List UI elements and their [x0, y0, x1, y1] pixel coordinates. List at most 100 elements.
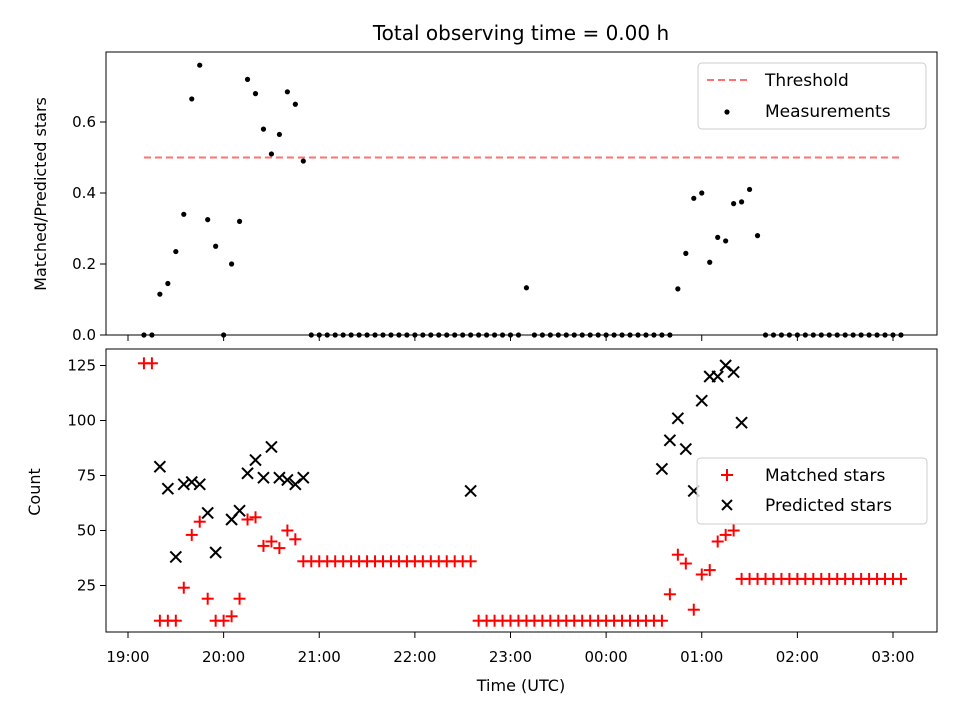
matched-star-point: [177, 581, 190, 594]
measurement-point: [731, 201, 737, 207]
predicted-star-point: [695, 394, 708, 407]
bottom-xtick-label: 02:00: [776, 648, 819, 666]
measurement-point: [165, 280, 171, 287]
legend-measurements-label: Measurements: [765, 102, 891, 122]
matched-star-point: [281, 524, 294, 537]
matched-star-point: [655, 614, 668, 627]
measurement-point: [173, 248, 179, 255]
matched-star-point: [894, 572, 907, 585]
measurement-point: [707, 259, 713, 265]
top-panel-frame: [105, 51, 938, 336]
measurement-point: [723, 238, 729, 244]
predicted-star-point: [233, 504, 246, 517]
bottom-ytick-label: 25: [77, 577, 96, 595]
matched-star-point: [703, 564, 716, 577]
matched-star-point: [257, 539, 270, 552]
legend-predicted-label: Predicted stars: [765, 496, 892, 516]
predicted-star-point: [655, 462, 669, 476]
legend-measurements-swatch: [724, 109, 730, 115]
bottom-panel: 25 50 75 100 125 19:00 20:00 21:00 22:00 23:00 00…: [25, 348, 938, 695]
bottom-xtick-label: 20:00: [202, 648, 245, 666]
measurement-point: [683, 250, 689, 256]
measurement-point: [523, 285, 530, 291]
matched-star-point: [695, 568, 708, 581]
matched-star-point: [201, 592, 214, 605]
matched-star-point: [687, 603, 700, 616]
top-ytick-label: 0.0: [72, 326, 96, 344]
matched-star-point: [145, 357, 158, 370]
predicted-star-point: [241, 467, 254, 480]
bottom-xtick-label: 01:00: [680, 648, 723, 666]
matched-star-point: [719, 528, 732, 541]
bottom-xtick-label: 19:00: [106, 648, 149, 666]
bottom-xlabel: Time (UTC): [476, 676, 565, 695]
predicted-star-point: [177, 478, 190, 491]
measurement-point: [691, 195, 697, 201]
predicted-star-point: [249, 453, 262, 467]
predicted-star-point: [193, 478, 206, 491]
measurement-point: [236, 218, 243, 224]
measurement-point: [300, 158, 306, 164]
matched-star-point: [663, 588, 676, 601]
measurement-point: [276, 131, 283, 138]
measurement-point: [252, 91, 259, 97]
matched-star-point: [671, 548, 684, 561]
bottom-xtick-label: 21:00: [298, 648, 341, 666]
measurement-point: [268, 151, 275, 157]
measurement-point: [260, 126, 267, 132]
predicted-star-point: [161, 482, 175, 495]
legend-threshold-label: Threshold: [764, 71, 849, 91]
matched-star-point: [273, 542, 286, 555]
bottom-ylabel: Count: [25, 468, 44, 516]
predicted-star-point: [185, 475, 198, 489]
matched-star-point: [711, 535, 724, 548]
predicted-star-point: [169, 550, 183, 564]
predicted-star-point: [727, 365, 740, 379]
predicted-star-point: [464, 484, 477, 498]
measurement-point: [213, 243, 219, 249]
bottom-ytick-label: 75: [77, 467, 96, 485]
matched-star-point: [249, 511, 262, 524]
predicted-star-point: [209, 546, 222, 559]
legend-matched-swatch: [721, 469, 733, 481]
measurement-point: [244, 76, 251, 82]
measurement-point: [284, 89, 290, 95]
predicted-star-point: [201, 506, 214, 520]
bottom-legend: Matched stars Predicted stars: [696, 457, 928, 525]
bottom-panel-frame: [105, 348, 938, 633]
matched-star-point: [193, 515, 206, 528]
legend-predicted-swatch: [721, 499, 733, 511]
bottom-legend-box: [696, 457, 928, 525]
measurement-point: [715, 234, 721, 240]
bottom-ytick-label: 125: [67, 357, 96, 375]
top-legend: Threshold Measurements: [697, 62, 927, 130]
bottom-xtick-label: 23:00: [489, 648, 532, 666]
predicted-star-point: [281, 473, 294, 487]
matched-star-point: [289, 533, 302, 546]
matched-star-point: [185, 528, 198, 541]
predicted-star-point: [735, 416, 748, 429]
measurement-point: [754, 233, 761, 239]
matched-star-point: [225, 610, 238, 623]
measurement-point: [228, 261, 235, 267]
top-panel: 0.0 0.2 0.4 0.6 Matched/Predicted stars Thr…: [31, 51, 938, 344]
measurement-point: [205, 217, 211, 223]
predicted-star-point: [671, 412, 685, 425]
matched-star-point: [217, 614, 230, 627]
measurement-point: [699, 190, 705, 196]
chart-title: Total observing time = 0.00 h: [372, 21, 669, 45]
measurement-point: [181, 211, 187, 217]
measurement-point: [746, 186, 753, 193]
predicted-star-point: [297, 471, 310, 484]
measurement-point: [197, 62, 203, 68]
predicted-star-point: [711, 370, 724, 383]
matched-star-point: [233, 592, 246, 605]
top-ylabel: Matched/Predicted stars: [31, 97, 50, 291]
legend-matched-label: Matched stars: [765, 466, 885, 486]
matched-star-point: [727, 524, 740, 537]
predicted-star-point: [257, 471, 270, 484]
top-ytick-label: 0.4: [72, 184, 96, 202]
predicted-star-point: [273, 471, 286, 484]
measurement-point: [157, 291, 163, 297]
top-ytick-label: 0.2: [72, 255, 96, 273]
